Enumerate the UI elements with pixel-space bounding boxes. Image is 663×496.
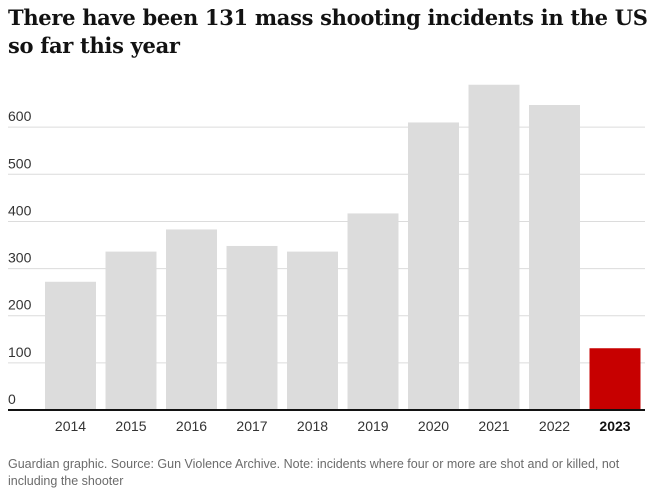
bar-2017 [226, 245, 278, 410]
y-tick-label: 200 [8, 297, 32, 313]
y-tick-label: 300 [8, 250, 32, 266]
x-label-2016: 2016 [176, 418, 207, 434]
bar-2021 [468, 84, 520, 410]
y-tick-label: 500 [8, 155, 32, 171]
x-label-2018: 2018 [297, 418, 328, 434]
x-label-2019: 2019 [357, 418, 388, 434]
x-axis-labels: 2014 2015 2016 2017 2018 2019 2020 2021 2022 2023 [55, 418, 631, 434]
bar-2020 [408, 122, 459, 411]
y-axis-ticks: 0 100 200 300 400 500 600 [8, 108, 32, 407]
x-label-2017: 2017 [236, 418, 267, 434]
x-label-2014: 2014 [55, 418, 86, 434]
chart-title: There have been 131 mass shooting incide… [8, 5, 648, 58]
x-label-2015: 2015 [115, 418, 146, 434]
bar-chart: 0 100 200 300 400 500 600 2014 2015 2016 2017 2018… [8, 84, 645, 434]
bar-2022 [529, 105, 580, 410]
bar-2023 [589, 348, 641, 410]
source-footnote: Guardian graphic. Source: Gun Violence A… [8, 457, 620, 488]
bar-2014 [45, 281, 96, 410]
x-label-2020: 2020 [418, 418, 449, 434]
x-label-2021: 2021 [478, 418, 509, 434]
x-label-2022: 2022 [539, 418, 570, 434]
x-label-2023: 2023 [599, 418, 630, 434]
bar-2015 [105, 251, 157, 410]
y-tick-label: 100 [8, 344, 32, 360]
bar-2019 [347, 213, 399, 410]
bar-2016 [166, 229, 217, 410]
bars [45, 84, 641, 411]
y-tick-label: 400 [8, 202, 32, 218]
y-tick-label: 0 [8, 391, 16, 407]
bar-2018 [287, 251, 338, 410]
y-tick-label: 600 [8, 108, 32, 124]
